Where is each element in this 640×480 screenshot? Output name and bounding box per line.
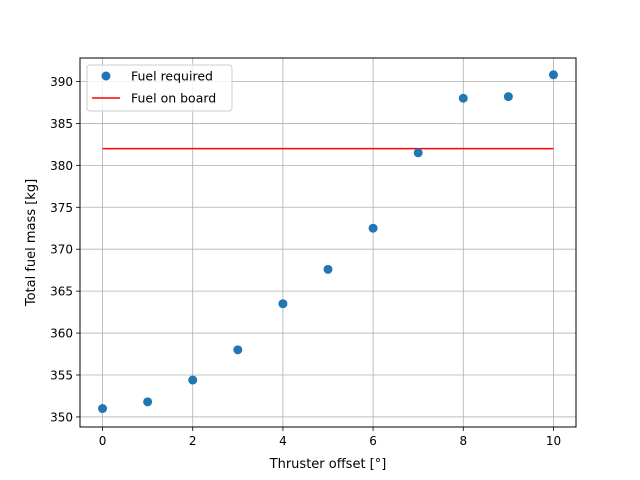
- fuel-required-point: [98, 404, 108, 414]
- x-tick-label: 8: [459, 434, 467, 448]
- series-layer: [98, 70, 558, 414]
- fuel-required-point: [143, 397, 153, 407]
- fuel-required-point: [413, 148, 423, 158]
- y-tick-label: 370: [50, 243, 73, 257]
- fuel-required-point: [548, 70, 558, 80]
- fuel-required-point: [323, 264, 333, 274]
- y-axis-label: Total fuel mass [kg]: [24, 179, 39, 307]
- fuel-required-point: [233, 345, 243, 355]
- fuel-required-point: [458, 93, 468, 103]
- y-tick-label: 385: [50, 117, 73, 131]
- y-tick-label: 375: [50, 201, 73, 215]
- fuel-required-point: [188, 375, 198, 385]
- legend-marker-fuel-required: [101, 71, 111, 81]
- y-tick-label: 350: [50, 410, 73, 424]
- y-axis: 350 355 360 365 370 375 380 385 390: [50, 75, 80, 424]
- x-tick-label: 0: [99, 434, 107, 448]
- y-tick-label: 360: [50, 327, 73, 341]
- legend-box: [86, 64, 233, 112]
- y-tick-label: 380: [50, 159, 73, 173]
- y-tick-label: 390: [50, 75, 73, 89]
- y-tick-label: 355: [50, 369, 73, 383]
- x-tick-label: 10: [546, 434, 561, 448]
- legend-label: Fuel on board: [131, 91, 216, 106]
- y-tick-label: 365: [50, 285, 73, 299]
- x-tick-label: 6: [369, 434, 377, 448]
- x-tick-label: 4: [279, 434, 287, 448]
- fuel-required-point: [503, 92, 513, 102]
- x-axis-label: Thruster offset [°]: [269, 457, 387, 472]
- fuel-required-point: [368, 223, 378, 233]
- plot-frame: [79, 57, 577, 428]
- legend: Fuel required Fuel on board: [86, 64, 233, 112]
- x-tick-label: 2: [189, 434, 197, 448]
- x-axis: 0 2 4 6 8 10: [99, 427, 561, 448]
- fuel-required-point: [278, 299, 288, 309]
- legend-label: Fuel required: [131, 69, 213, 84]
- grid: [80, 58, 576, 427]
